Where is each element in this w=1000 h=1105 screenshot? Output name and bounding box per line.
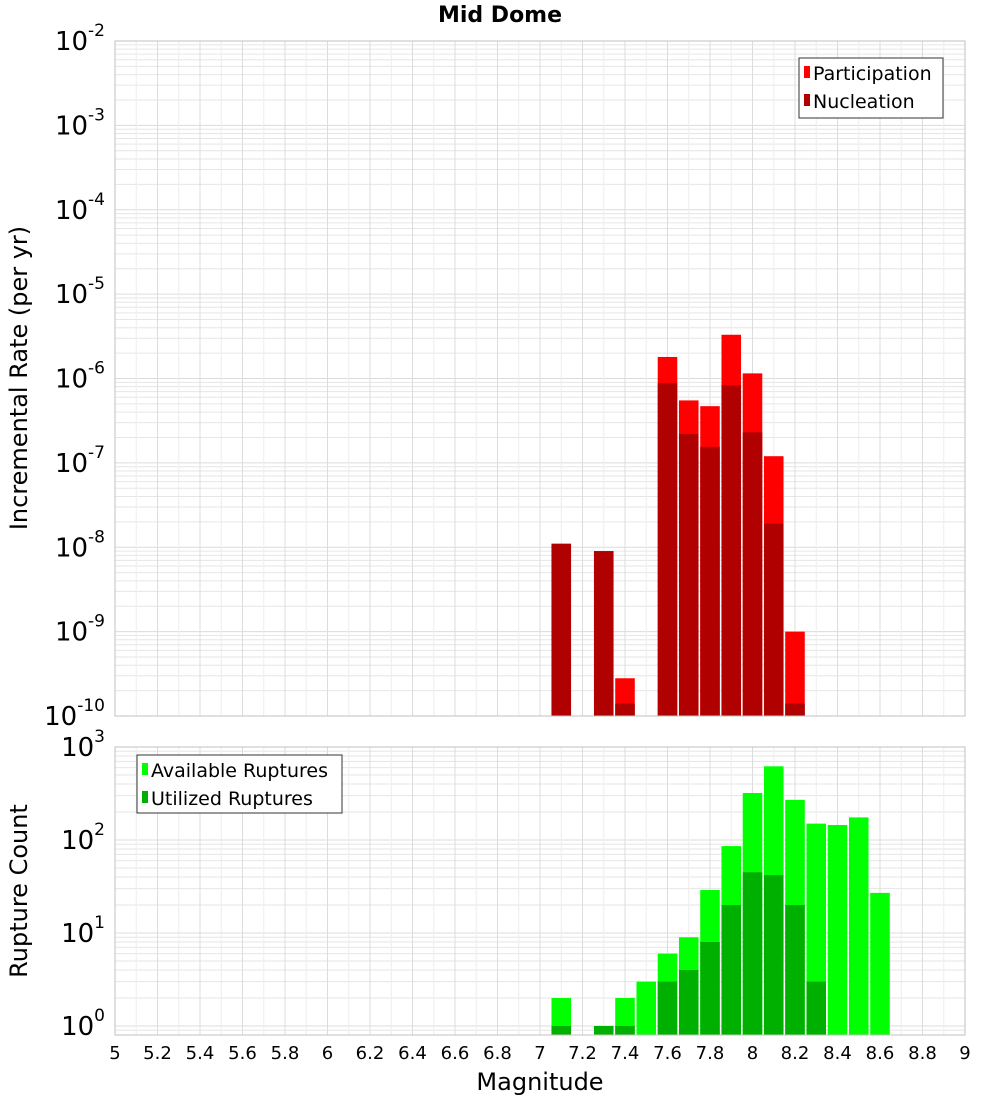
x-tick-label: 7.2 xyxy=(568,1043,597,1064)
x-tick-label: 6.4 xyxy=(398,1043,427,1064)
bar xyxy=(785,631,805,716)
bar xyxy=(742,432,763,716)
y-tick-label: 10-9 xyxy=(55,612,105,648)
legend-swatch xyxy=(142,791,148,803)
x-tick-label: 7.6 xyxy=(653,1043,682,1064)
chart-title: Mid Dome xyxy=(438,3,562,28)
bar xyxy=(551,543,572,716)
bar xyxy=(657,383,678,716)
x-axis-label: Magnitude xyxy=(476,1068,603,1096)
legend: Participation Nucleation xyxy=(798,57,944,119)
bar xyxy=(657,981,678,1035)
bar xyxy=(615,703,635,716)
bar xyxy=(785,703,805,716)
x-tick-label: 6 xyxy=(322,1043,333,1064)
rate-panel: 10-2 10-3 10-4 10-5 10-6 10-7 10-8 10-9 10-10 Inc… xyxy=(5,21,966,732)
legend-box xyxy=(136,754,343,814)
bar xyxy=(806,981,827,1035)
bar xyxy=(827,824,848,1035)
x-tick-label: 5.6 xyxy=(228,1043,257,1064)
y-tick-label: 102 xyxy=(61,820,105,856)
legend: Available Ruptures Utilized Ruptures xyxy=(136,754,343,814)
y-tick-label: 103 xyxy=(61,727,105,763)
bar xyxy=(615,997,635,1035)
bar xyxy=(678,433,699,716)
x-tick-label: 8 xyxy=(747,1043,758,1064)
y-axis-label: Incremental Rate (per yr) xyxy=(5,226,33,530)
y-axis-label: Rupture Count xyxy=(5,804,33,978)
x-tick-label: 8.6 xyxy=(866,1043,895,1064)
y-tick-label: 10-3 xyxy=(55,105,105,141)
y-tick-label: 10-5 xyxy=(55,274,105,310)
legend-swatch xyxy=(804,66,810,78)
x-tick-label: 7.8 xyxy=(696,1043,725,1064)
x-tick-label: 8.8 xyxy=(908,1043,937,1064)
bar xyxy=(593,1025,614,1035)
y-tick-label: 10-4 xyxy=(55,190,105,226)
bar xyxy=(763,523,784,716)
y-tick-label: 100 xyxy=(61,1006,105,1042)
plot-frame xyxy=(114,746,966,1036)
bar xyxy=(700,446,720,716)
y-tick-label: 101 xyxy=(61,913,105,949)
x-tick-label: 5.8 xyxy=(271,1043,300,1064)
bar xyxy=(615,1025,635,1035)
x-tick-label: 7 xyxy=(534,1043,545,1064)
y-tick-label: 10-10 xyxy=(44,696,105,732)
x-tick-label: 5.4 xyxy=(186,1043,215,1064)
plot-frame xyxy=(114,40,966,717)
bar xyxy=(870,892,890,1035)
bar xyxy=(763,875,784,1035)
y-tick-label: 10-8 xyxy=(55,527,105,563)
bar xyxy=(721,904,742,1035)
x-tick-label: 8.2 xyxy=(781,1043,810,1064)
x-tick-label: 9 xyxy=(959,1043,970,1064)
x-tick-label: 7.4 xyxy=(611,1043,640,1064)
y-tick-label: 10-6 xyxy=(55,359,105,395)
y-tick-label: 10-2 xyxy=(55,21,105,57)
x-tick-label: 8.4 xyxy=(823,1043,852,1064)
series-secondary xyxy=(551,383,805,716)
bar xyxy=(848,817,869,1035)
bar xyxy=(678,969,699,1035)
rupture-count-panel: 103 102 101 100 Rupture Count 5 5.2 5.4 5.6 5.8 6 6… xyxy=(5,727,971,1064)
x-tick-label: 5.2 xyxy=(143,1043,172,1064)
x-tick-label: 6.2 xyxy=(356,1043,385,1064)
grid xyxy=(114,41,966,717)
bar xyxy=(593,551,614,716)
bar xyxy=(551,1025,572,1035)
x-tick-label: 6.6 xyxy=(441,1043,470,1064)
legend-entry: Participation xyxy=(813,63,932,85)
x-tick-label: 5 xyxy=(109,1043,120,1064)
legend-entry: Utilized Ruptures xyxy=(151,788,313,810)
bar xyxy=(785,904,805,1035)
y-tick-label: 10-7 xyxy=(55,443,105,479)
legend-entry: Nucleation xyxy=(813,91,915,113)
bar xyxy=(636,981,657,1035)
bar xyxy=(721,385,742,716)
legend-box xyxy=(798,57,944,119)
legend-entry: Available Ruptures xyxy=(151,760,328,782)
bar xyxy=(700,942,720,1035)
legend-swatch xyxy=(142,763,148,775)
x-tick-label: 6.8 xyxy=(483,1043,512,1064)
bar xyxy=(551,997,572,1035)
legend-swatch xyxy=(804,94,810,106)
series-secondary xyxy=(551,872,827,1035)
bar xyxy=(742,872,763,1035)
